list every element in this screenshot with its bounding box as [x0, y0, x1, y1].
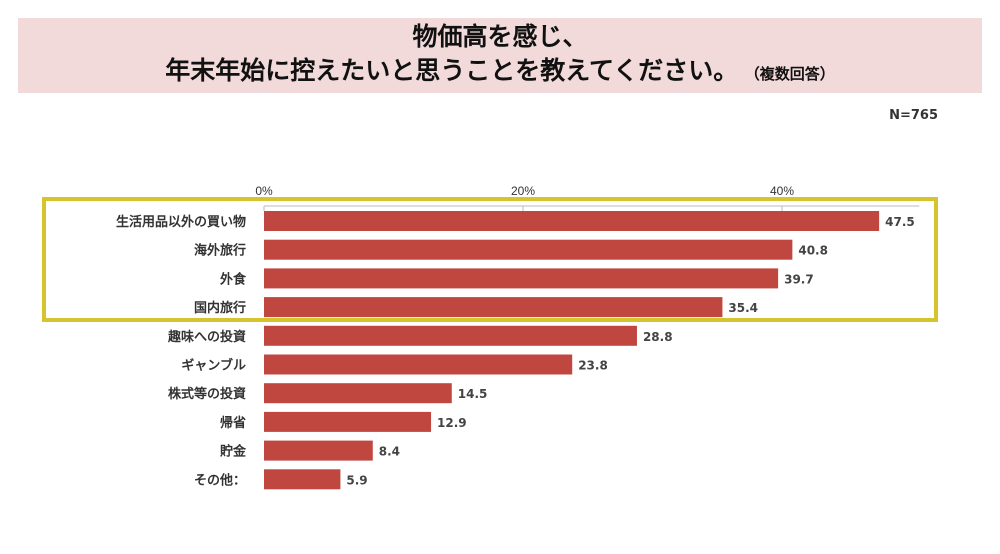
data-label: 12.9: [437, 416, 467, 430]
sample-size: N=765: [889, 108, 938, 123]
category-label: 趣味への投資: [167, 329, 246, 345]
category-label: 生活用品以外の買い物: [116, 214, 246, 230]
title-line2-text: 年末年始に控えたいと思うことを教えてください。: [165, 56, 739, 85]
category-label: 外食: [219, 271, 247, 287]
bar: [264, 325, 637, 346]
data-label: 14.5: [458, 387, 488, 401]
title-note: （複数回答）: [752, 65, 835, 83]
data-label: 40.8: [798, 244, 828, 258]
category-label: 帰省: [220, 415, 246, 431]
data-label: 5.9: [346, 473, 367, 487]
bar: [264, 297, 723, 318]
category-label: 海外旅行: [194, 243, 246, 259]
bar: [264, 268, 779, 289]
data-label: 8.4: [379, 445, 400, 459]
x-tick-label: 0%: [255, 184, 273, 198]
x-tick-label: 20%: [511, 184, 535, 198]
data-label: 47.5: [885, 215, 915, 229]
bar: [264, 239, 793, 260]
data-label: 39.7: [784, 272, 814, 286]
bar: [264, 469, 341, 490]
bar: [264, 440, 373, 461]
bar: [264, 354, 573, 375]
chart-title-line1: 物価高を感じ、: [412, 22, 588, 51]
category-label: ギャンブル: [181, 358, 246, 374]
category-label: その他：: [194, 472, 246, 488]
highlight-box: [42, 197, 938, 322]
category-label: 貯金: [220, 444, 247, 460]
bar: [264, 211, 880, 231]
data-label: 35.4: [728, 301, 758, 315]
x-tick-label: 40%: [770, 184, 794, 198]
title-band: [18, 18, 982, 93]
data-label: 28.8: [643, 330, 673, 344]
chart-title-line2: 年末年始に控えたいと思うことを教えてください。 （複数回答）: [0, 56, 1000, 89]
bar: [264, 411, 432, 432]
data-label: 23.8: [578, 359, 608, 373]
category-label: 株式等の投資: [168, 386, 246, 402]
category-label: 国内旅行: [194, 300, 246, 316]
bar: [264, 383, 452, 404]
